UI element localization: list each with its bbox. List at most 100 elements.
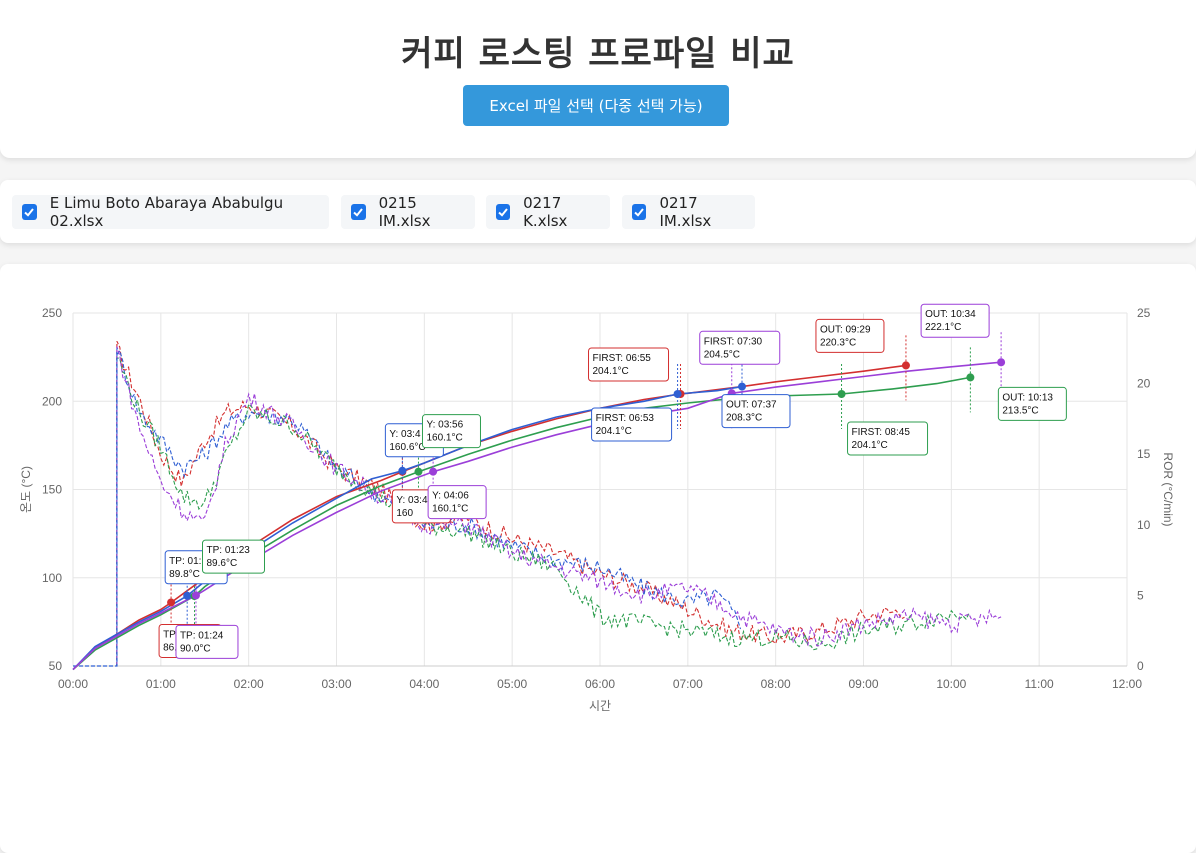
event-label-value: 90.0°C (180, 643, 211, 654)
event-marker (414, 467, 423, 476)
event-label-name: Y: 03:45 (396, 495, 433, 506)
file-label: E Limu Boto Abaraya Ababulgu 02.xlsx (49, 194, 284, 230)
y2-tick-label: 5 (1137, 588, 1144, 602)
event-label-value: 160.1°C (432, 504, 468, 515)
file-item[interactable]: 0217 IM.xlsx (622, 194, 755, 230)
event-label-box (588, 347, 670, 382)
y-tick-label: 100 (42, 571, 62, 585)
check-icon (498, 208, 508, 217)
event-label-value: 204.1°C (852, 440, 888, 451)
y-tick-label: 50 (49, 659, 63, 673)
y-axis-label: 온도 (°C) (19, 466, 33, 513)
event-label-name: TP: 01:24 (180, 630, 224, 641)
ror-line (116, 346, 1002, 666)
y2-tick-label: 20 (1137, 377, 1151, 391)
event-label-box (997, 386, 1067, 421)
ror-line (116, 357, 970, 666)
event-label-name: FIRST: 07:30 (704, 336, 763, 347)
event-marker (737, 382, 746, 391)
x-tick-label: 12:00 (1112, 677, 1142, 691)
event-label-box (202, 539, 266, 574)
file-checkbox[interactable] (351, 204, 366, 220)
event-label-box (427, 485, 487, 520)
event-label-box (699, 330, 781, 365)
file-label: 0217 IM.xlsx (659, 194, 712, 230)
x-tick-label: 06:00 (585, 677, 615, 691)
ror-line (116, 340, 905, 666)
x-axis-label: 시간 (589, 699, 611, 713)
event-marker (398, 466, 407, 475)
x-tick-label: 00:00 (58, 677, 88, 691)
event-label-name: Y: 04:06 (432, 491, 469, 502)
x-tick-label: 04:00 (409, 677, 439, 691)
event-marker (673, 390, 682, 399)
event-label-value: 208.3°C (726, 413, 762, 424)
x-tick-label: 03:00 (321, 677, 351, 691)
file-item[interactable]: E Limu Boto Abaraya Ababulgu 02.xlsx (12, 194, 329, 230)
event-marker (183, 591, 192, 600)
event-marker (901, 361, 910, 370)
event-label-name: OUT: 10:13 (1002, 392, 1053, 403)
event-label-value: 160 (396, 508, 413, 519)
event-label-name: TP: 01:23 (207, 545, 251, 556)
y2-tick-label: 25 (1137, 306, 1151, 320)
file-label: 0215 IM.xlsx (378, 194, 431, 230)
y-tick-label: 200 (42, 394, 62, 408)
event-label-name: OUT: 10:34 (925, 309, 976, 320)
event-label-name: OUT: 09:29 (820, 324, 871, 335)
event-label-value: 222.1°C (925, 322, 961, 333)
event-label-value: 220.3°C (820, 337, 856, 348)
y2-tick-label: 0 (1137, 659, 1144, 673)
event-label-name: OUT: 07:37 (726, 400, 777, 411)
event-label-box (421, 414, 481, 449)
event-label-value: 89.8°C (169, 569, 200, 580)
event-label-name: FIRST: 08:45 (852, 427, 911, 438)
event-label-value: 204.1°C (596, 426, 632, 437)
event-label-box (591, 407, 673, 442)
check-icon (353, 208, 364, 217)
excel-file-select-button[interactable]: Excel 파일 선택 (다중 선택 가능) (463, 85, 729, 126)
temperature-line (72, 385, 743, 671)
temperature-line (72, 361, 1002, 671)
file-checkbox[interactable] (22, 204, 37, 220)
file-item[interactable]: 0215 IM.xlsx (341, 194, 475, 230)
roast-profile-chart[interactable]: 00:00 01:00 02:00 03:00 04:00 05:00 06:00 07:00… (0, 264, 1196, 853)
y2-tick-label: 15 (1137, 447, 1151, 461)
file-checkbox[interactable] (496, 204, 511, 220)
event-label-value: 213.5°C (1002, 405, 1038, 416)
event-label-box (721, 394, 791, 429)
event-label-box (847, 421, 929, 456)
file-label: 0217 K.xlsx (523, 194, 568, 230)
event-label-value: 204.1°C (593, 366, 629, 377)
event-marker (167, 598, 176, 607)
event-label-box (920, 303, 990, 338)
chart-card: 00:00 01:00 02:00 03:00 04:00 05:00 06:00 07:00… (0, 264, 1196, 853)
event-marker (429, 467, 438, 476)
ror-lines (73, 340, 1002, 667)
file-item[interactable]: 0217 K.xlsx (486, 194, 610, 230)
event-label-value: 86. (163, 642, 177, 653)
event-label-box (815, 318, 885, 353)
event-marker (966, 373, 975, 382)
event-label-name: FIRST: 06:53 (596, 413, 655, 424)
event-label-name: Y: 03:4 (389, 429, 421, 440)
x-tick-label: 08:00 (761, 677, 791, 691)
event-label-value: 160.1°C (426, 433, 462, 444)
x-tick-label: 05:00 (497, 677, 527, 691)
x-tick-label: 09:00 (848, 677, 878, 691)
y-tick-label: 150 (42, 483, 62, 497)
event-label-name: Y: 03:56 (426, 420, 463, 431)
check-icon (634, 208, 644, 217)
event-marker (997, 358, 1006, 367)
event-marker (837, 390, 846, 399)
event-label-value: 160.6°C (389, 442, 425, 453)
event-marker (191, 591, 200, 600)
page-title: 커피 로스팅 프로파일 비교 (401, 34, 795, 74)
x-tick-label: 10:00 (936, 677, 966, 691)
file-checkbox[interactable] (632, 204, 647, 220)
header-card: 커피 로스팅 프로파일 비교 Excel 파일 선택 (다중 선택 가능) (0, 0, 1196, 158)
event-markers (167, 332, 1006, 638)
chart-axes: 00:00 01:00 02:00 03:00 04:00 05:00 06:00 07:00… (19, 306, 1175, 713)
y-tick-label: 250 (42, 306, 62, 320)
y2-tick-label: 10 (1137, 518, 1151, 532)
